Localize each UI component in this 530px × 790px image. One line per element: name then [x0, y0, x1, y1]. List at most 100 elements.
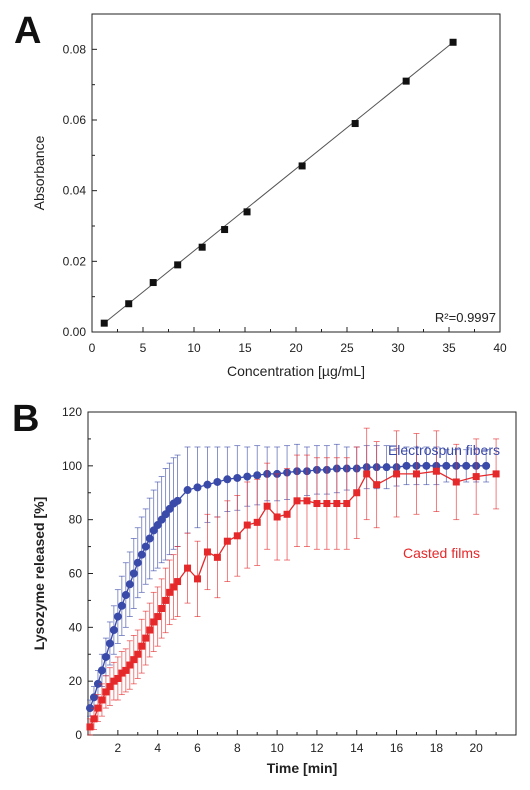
chart-a: 0 5 10 15 20 25 30 35 40 0.00 0.02 0.04 0.06 0.08 Conc… — [31, 13, 507, 379]
data-point — [89, 693, 98, 702]
data-point — [253, 518, 261, 526]
data-point — [263, 502, 271, 510]
data-point — [93, 679, 102, 688]
y-tick-label: 60 — [69, 567, 83, 581]
data-point — [174, 578, 182, 586]
y-tick-label: 20 — [69, 674, 83, 688]
data-point — [313, 500, 321, 508]
x-tick-label: 12 — [310, 741, 324, 755]
x-tick-label: 14 — [350, 741, 364, 755]
data-point — [198, 243, 206, 251]
data-point — [273, 513, 281, 521]
data-point — [101, 652, 110, 661]
x-tick-label: 25 — [340, 341, 354, 355]
data-point — [412, 470, 420, 478]
y-tick-label: 0.06 — [63, 113, 87, 127]
x-tick-label: 35 — [442, 341, 456, 355]
data-point — [125, 300, 133, 308]
series-casted-films — [86, 427, 500, 736]
data-point — [233, 532, 241, 540]
y-axis-label: Absorbance — [31, 135, 47, 210]
data-point — [118, 669, 126, 677]
data-point — [203, 548, 211, 556]
y-tick-label: 120 — [62, 405, 82, 419]
data-point — [86, 723, 94, 731]
data-point — [303, 497, 311, 505]
data-point — [122, 666, 130, 674]
data-point — [173, 496, 182, 505]
x-tick-label: 20 — [289, 341, 303, 355]
chart-b: 2 4 6 8 10 12 14 16 18 20 0 20 40 60 80 100 120 Time [min… — [31, 405, 517, 776]
data-point — [462, 461, 471, 470]
series-line — [89, 470, 497, 728]
data-point — [283, 510, 291, 518]
data-point — [492, 470, 500, 478]
data-point — [134, 650, 142, 658]
series-electrospun-fibers — [85, 443, 491, 717]
data-point — [452, 478, 460, 486]
data-point — [213, 477, 222, 486]
x-tick-label: 18 — [430, 741, 444, 755]
data-point — [121, 591, 130, 600]
data-point — [125, 580, 134, 589]
data-point — [158, 604, 166, 612]
data-point — [351, 120, 359, 128]
x-tick-label: 20 — [470, 741, 484, 755]
data-point — [482, 461, 491, 470]
y-axis-label: Lysozyme released [%] — [31, 497, 47, 651]
data-point — [145, 534, 154, 543]
data-point — [298, 162, 306, 170]
y-tick-label: 80 — [69, 513, 83, 527]
data-point — [166, 588, 174, 596]
data-point — [363, 470, 371, 478]
x-tick-label: 6 — [194, 741, 201, 755]
data-point — [85, 704, 94, 713]
y-tick-label: 0.02 — [63, 254, 87, 268]
data-point — [149, 279, 157, 287]
data-point — [130, 656, 138, 664]
x-tick-label: 2 — [115, 741, 122, 755]
data-point — [162, 596, 170, 604]
data-point — [402, 461, 411, 470]
x-tick-label: 8 — [234, 741, 241, 755]
data-point — [449, 38, 457, 46]
data-point — [174, 261, 182, 269]
data-point — [183, 486, 192, 495]
data-point — [402, 77, 410, 85]
data-point — [353, 489, 361, 497]
data-point — [109, 626, 118, 635]
data-point — [373, 481, 381, 489]
legend-electrospun-fibers: Electrospun fibers — [388, 442, 500, 458]
data-point — [393, 470, 401, 478]
data-point — [213, 553, 221, 561]
data-point — [243, 521, 251, 529]
data-point — [146, 626, 154, 634]
x-tick-label: 15 — [238, 341, 252, 355]
data-point — [184, 564, 192, 572]
data-point — [243, 208, 251, 216]
data-point — [193, 575, 201, 583]
data-point — [90, 715, 98, 723]
data-point — [293, 497, 301, 505]
data-point — [137, 550, 146, 559]
data-point — [343, 500, 351, 508]
y-tick-label: 100 — [62, 459, 82, 473]
data-point — [142, 634, 150, 642]
x-tick-label: 16 — [390, 741, 404, 755]
data-point — [442, 461, 451, 470]
data-point — [141, 542, 150, 551]
y-tick-label: 0.00 — [63, 325, 87, 339]
x-tick-label: 5 — [140, 341, 147, 355]
data-point — [154, 613, 162, 621]
data-point — [253, 471, 262, 480]
data-point — [333, 500, 341, 508]
data-point — [138, 642, 146, 650]
x-tick-label: 0 — [89, 341, 96, 355]
x-tick-label: 10 — [187, 341, 201, 355]
data-point — [114, 674, 122, 682]
data-point — [150, 618, 158, 626]
data-point — [323, 500, 331, 508]
r-squared-annotation: R²=0.9997 — [435, 310, 496, 325]
data-point — [432, 467, 440, 475]
legend-casted-films: Casted films — [403, 545, 480, 561]
